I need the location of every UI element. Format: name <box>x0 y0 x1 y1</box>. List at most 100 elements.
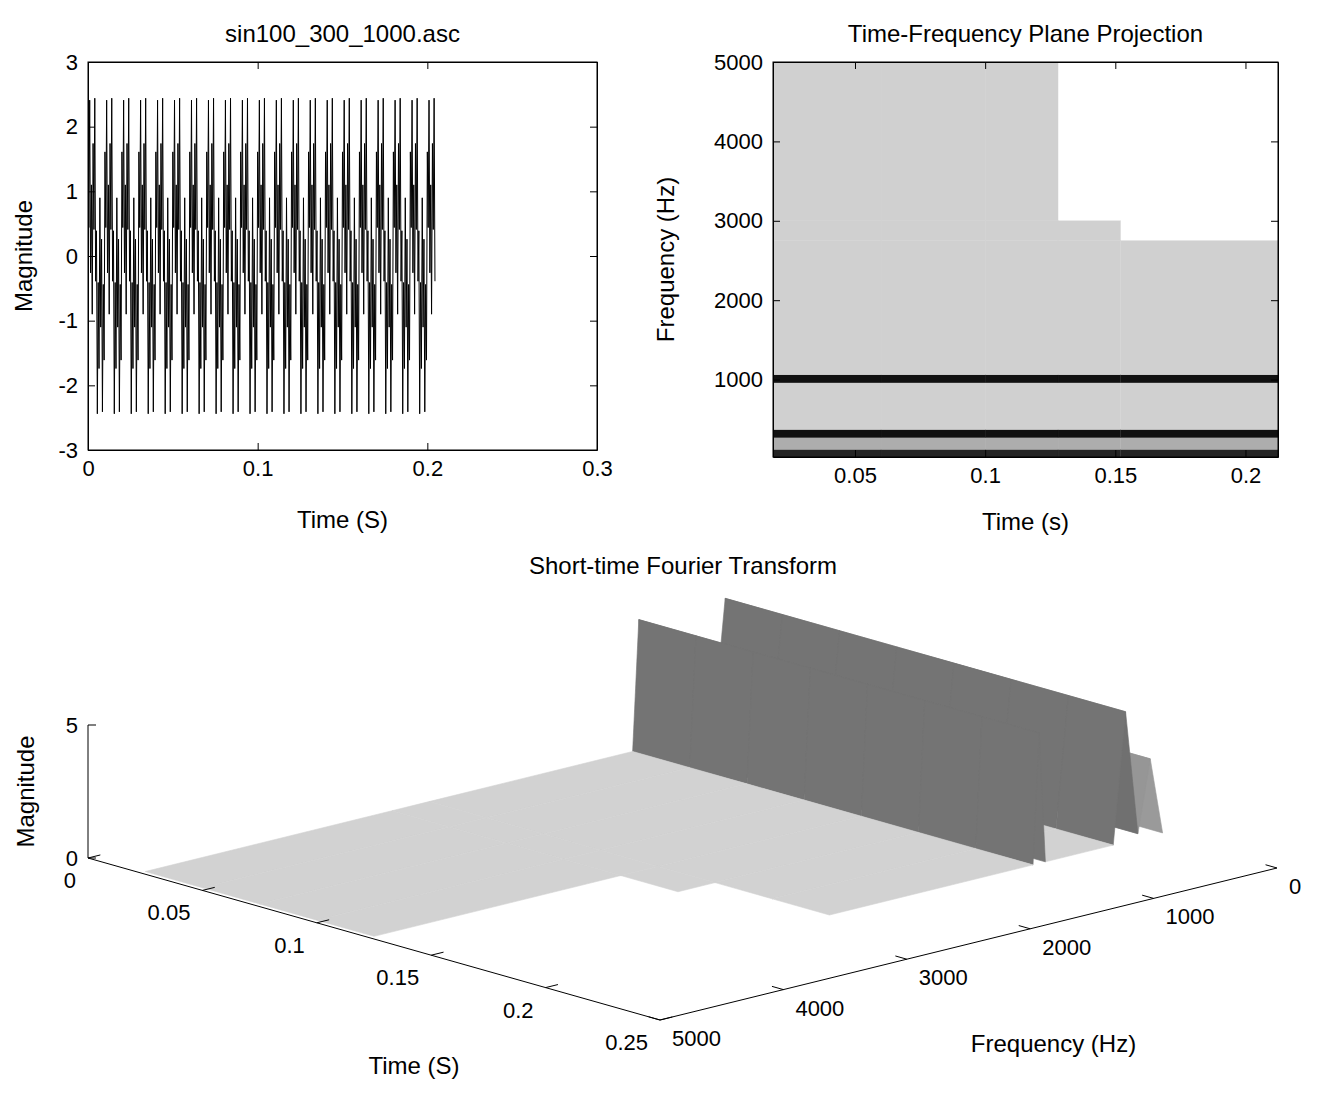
heatmap-cell <box>881 430 985 438</box>
tick-label: 0.2 <box>413 456 444 481</box>
tick <box>1271 300 1278 301</box>
tick-mark <box>855 62 856 69</box>
tick-label: 0.1 <box>970 463 1001 488</box>
tick: -2 <box>58 373 95 398</box>
tick-mark <box>772 986 783 989</box>
tick-label: 3 <box>66 50 78 75</box>
tick-mark <box>1271 300 1278 301</box>
tick-mark <box>1245 62 1246 69</box>
heatmap-cell <box>1058 438 1120 450</box>
tick-mark <box>855 450 856 457</box>
heatmap-cell <box>1058 449 1120 457</box>
tick: 2 <box>66 114 95 139</box>
y-axis-title: Frequency (Hz) <box>971 1030 1136 1057</box>
tick-mark <box>258 62 259 69</box>
tick <box>1245 62 1246 69</box>
y-axis-title: Magnitude <box>10 200 37 312</box>
tick: 5000 <box>714 50 780 75</box>
tick-mark <box>590 321 597 322</box>
tick <box>258 62 259 69</box>
x-axis: 00.10.20.3 <box>82 443 612 481</box>
tick: 0.15 <box>1094 450 1137 488</box>
heatmap-cell <box>1121 375 1278 383</box>
tick-mark <box>985 62 986 69</box>
heatmap-cell <box>985 449 1058 457</box>
tick: 0.1 <box>243 443 274 481</box>
heatmap-cell <box>881 221 985 241</box>
tick-mark <box>1142 895 1153 898</box>
tick-label: 2000 <box>1042 935 1091 960</box>
tick-mark <box>317 920 329 923</box>
tick <box>590 321 597 322</box>
tick-label: 5000 <box>672 1026 721 1051</box>
axis-line <box>774 457 1279 458</box>
plot-frame <box>773 62 1278 457</box>
tick-label: 0.1 <box>243 456 274 481</box>
heatmap-cell <box>773 241 881 375</box>
surface-cell <box>804 668 867 816</box>
heatmap-cell <box>1121 438 1278 450</box>
tick: 0.1 <box>970 450 1001 488</box>
tick-mark <box>1115 450 1116 457</box>
y-axis-title: Frequency (Hz) <box>652 177 679 342</box>
tick-label: 0 <box>66 244 78 269</box>
tick: 1 <box>66 179 95 204</box>
heatmap-cell <box>1058 375 1120 383</box>
tick: 2000 <box>714 288 780 313</box>
tick-label: -2 <box>58 373 78 398</box>
heatmap-cell <box>881 438 985 450</box>
surface-cell <box>772 849 1033 915</box>
tick-label: 0 <box>82 456 94 481</box>
surface-cell <box>633 620 696 768</box>
heatmap-cell <box>985 383 1058 430</box>
heatmap-cell <box>985 438 1058 450</box>
tick-mark <box>88 62 95 63</box>
y-axis: 10002000300040005000 <box>714 50 780 458</box>
tick: 0.05 <box>834 450 877 488</box>
tick-mark <box>546 985 558 988</box>
tick-mark <box>773 380 780 381</box>
tick-mark <box>88 191 95 192</box>
tick-label: 1 <box>66 179 78 204</box>
plot-frame <box>88 62 597 450</box>
tick-mark <box>590 62 597 63</box>
heatmap-cell <box>985 221 1058 241</box>
tick <box>590 127 597 128</box>
heatmap-cell <box>881 383 985 430</box>
heatmap-cell <box>985 241 1058 375</box>
tick-label: 0.05 <box>148 900 191 925</box>
tick-mark <box>649 1017 660 1020</box>
tick-mark <box>985 450 986 457</box>
tick-label: 3000 <box>714 208 763 233</box>
tick: 0.2 <box>1231 450 1262 488</box>
heatmap-cell <box>773 375 881 383</box>
x-axis-line <box>88 858 660 1020</box>
heatmap-cell <box>881 449 985 457</box>
tick-label: 4000 <box>795 996 844 1021</box>
surface-cell <box>747 652 810 800</box>
tick-label: 5 <box>66 713 78 738</box>
tick <box>590 450 597 451</box>
tick-mark <box>590 450 597 451</box>
surface-cell <box>861 684 924 832</box>
heatmap-cell <box>773 449 881 457</box>
tick: 4000 <box>714 129 780 154</box>
tick-label: 0.15 <box>376 965 419 990</box>
tick-label: 0.2 <box>503 998 534 1023</box>
x-axis-title: Time (S) <box>368 1052 459 1079</box>
tick: -3 <box>58 438 95 463</box>
tick-label: 0 <box>66 846 78 871</box>
tick-mark <box>88 385 95 386</box>
tick-mark <box>88 855 100 858</box>
tick-mark <box>88 450 95 451</box>
surface-cell <box>317 859 621 936</box>
tick-mark <box>202 887 214 890</box>
heatmap-cell <box>881 62 985 221</box>
tick-mark <box>1245 450 1246 457</box>
heatmap-cell <box>985 62 1058 221</box>
heatmap-cell <box>1121 383 1278 430</box>
heatmap-cell <box>773 430 881 438</box>
chart-title: Time-Frequency Plane Projection <box>848 20 1203 47</box>
x-axis-top <box>89 62 598 69</box>
tick-label: 0.25 <box>605 1030 648 1055</box>
